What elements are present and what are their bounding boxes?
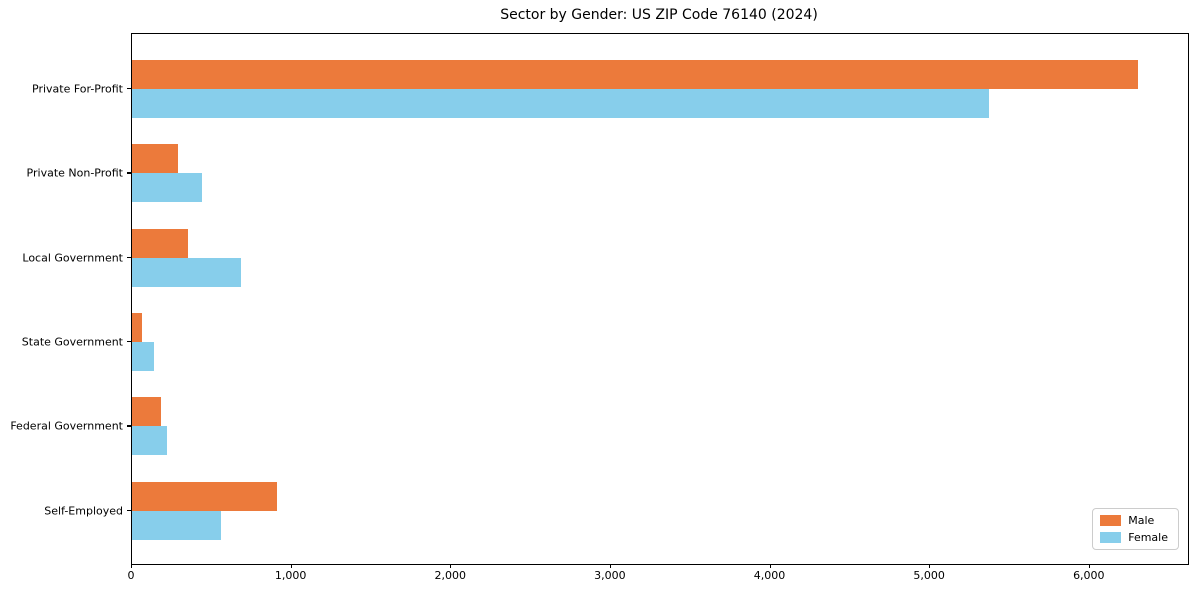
bar-female-3	[132, 257, 241, 287]
bar-female-5	[132, 426, 168, 456]
x-tick-label: 2,000	[434, 569, 467, 582]
y-tick-mark	[127, 340, 131, 343]
x-tick-mark	[929, 564, 931, 568]
y-tick-label: State Government	[21, 335, 123, 349]
legend: Male Female	[1092, 508, 1179, 550]
x-tick-label: 4,000	[753, 569, 786, 582]
bar-male-6	[132, 481, 278, 511]
bar-male-4	[132, 312, 142, 342]
bar-female-1	[132, 89, 990, 118]
y-tick-label: Local Government	[22, 251, 123, 265]
bar-male-1	[132, 60, 1138, 89]
y-tick-mark	[127, 256, 131, 258]
y-tick-label: Private For-Profit	[32, 82, 123, 96]
legend-label: Female	[1128, 531, 1168, 544]
x-tick-label: 3,000	[594, 569, 626, 582]
x-tick-mark	[769, 564, 771, 568]
x-tick-mark	[1088, 564, 1090, 568]
legend-label: Male	[1128, 514, 1155, 527]
x-tick-label: 0	[127, 569, 135, 582]
legend-swatch-male	[1100, 515, 1122, 526]
legend-item-female: Female	[1100, 531, 1168, 544]
plot-area: Male Female	[131, 33, 1189, 565]
bar-female-4	[132, 341, 154, 371]
legend-item-male: Male	[1100, 514, 1168, 527]
y-tick-label: Private Non-Profit	[26, 166, 123, 180]
bar-male-5	[132, 397, 161, 427]
x-tick-mark	[450, 564, 452, 568]
legend-swatch-female	[1100, 532, 1122, 543]
y-tick-mark	[127, 88, 131, 90]
bar-male-2	[132, 144, 179, 174]
y-tick-mark	[127, 425, 131, 427]
y-tick-label: Federal Government	[10, 419, 123, 433]
x-tick-mark	[131, 564, 133, 568]
x-tick-mark	[609, 564, 612, 568]
y-tick-mark	[127, 172, 131, 174]
bar-male-3	[132, 228, 188, 258]
x-tick-mark	[290, 564, 292, 568]
bar-female-2	[132, 173, 203, 203]
x-tick-label: 6,000	[1073, 569, 1105, 582]
x-tick-label: 5,000	[913, 569, 945, 582]
y-tick-mark	[127, 509, 131, 511]
y-tick-label: Self-Employed	[44, 504, 123, 518]
chart-title: Sector by Gender: US ZIP Code 76140 (202…	[500, 7, 818, 23]
x-tick-label: 1,000	[274, 569, 307, 582]
bar-female-6	[132, 510, 222, 540]
